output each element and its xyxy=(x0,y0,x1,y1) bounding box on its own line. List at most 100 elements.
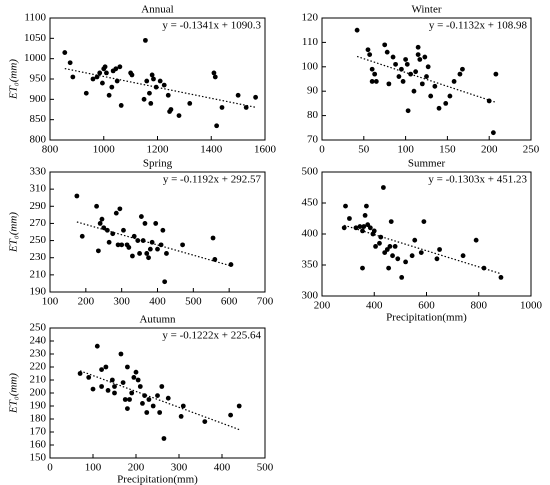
point xyxy=(104,70,109,76)
y-tick-label: 400 xyxy=(302,228,319,240)
x-tick-label: 600 xyxy=(418,300,435,312)
y-tick-label: 90 xyxy=(307,85,319,97)
point xyxy=(422,54,428,60)
point xyxy=(141,96,147,102)
point xyxy=(403,57,408,62)
equation: y = -0.1341x + 1090.3 xyxy=(162,20,261,32)
point xyxy=(148,101,154,106)
x-axis-label: Precipitation(mm) xyxy=(386,312,467,324)
x-tick-label: 150 xyxy=(439,144,456,156)
point xyxy=(373,79,379,84)
panel-title: Summer xyxy=(408,158,446,170)
point xyxy=(228,262,234,267)
point xyxy=(157,410,163,415)
trend-line xyxy=(356,55,497,103)
point xyxy=(371,228,377,234)
point xyxy=(62,50,68,55)
point xyxy=(126,245,132,250)
point xyxy=(367,225,373,231)
point xyxy=(157,78,163,84)
point xyxy=(144,251,150,256)
point xyxy=(211,70,217,76)
point xyxy=(210,235,216,241)
point xyxy=(140,401,145,406)
point xyxy=(97,221,103,226)
point xyxy=(120,380,126,385)
point xyxy=(133,369,139,375)
point xyxy=(137,251,142,256)
y-tick-label: 70 xyxy=(307,134,319,146)
point xyxy=(153,84,159,90)
x-tick-label: 400 xyxy=(149,296,166,308)
point xyxy=(118,103,124,108)
point xyxy=(117,64,123,70)
y-tick-label: 230 xyxy=(30,251,47,263)
point xyxy=(403,259,408,265)
point xyxy=(127,397,132,402)
trend-line xyxy=(344,224,502,275)
point xyxy=(155,246,160,252)
y-tick-label: 270 xyxy=(30,217,47,229)
y-tick-label: 190 xyxy=(30,286,47,298)
point xyxy=(83,90,89,96)
point xyxy=(386,81,392,87)
y-tick-label: 1000 xyxy=(24,52,47,64)
x-tick-label: 200 xyxy=(481,144,498,156)
y-tick-label: 160 xyxy=(30,439,47,451)
point xyxy=(149,72,155,78)
point xyxy=(146,255,151,261)
point xyxy=(112,390,117,396)
y-tick-label: 500 xyxy=(302,166,319,178)
point xyxy=(115,242,121,248)
equation: y = -0.1222x + 225.64 xyxy=(162,330,261,342)
plot-frame xyxy=(49,171,266,293)
point xyxy=(79,233,85,239)
y-tick-label: 850 xyxy=(30,113,47,125)
x-tick-label: 800 xyxy=(471,300,488,312)
point xyxy=(411,88,417,94)
point xyxy=(94,74,100,80)
x-tick-label: 1200 xyxy=(147,144,170,156)
y-tick-label: 950 xyxy=(30,73,47,85)
point xyxy=(129,72,135,78)
point xyxy=(137,384,143,389)
point xyxy=(146,397,152,402)
point xyxy=(176,113,182,118)
point xyxy=(390,253,395,259)
y-tick-label: 800 xyxy=(30,134,47,146)
point xyxy=(400,79,406,84)
x-tick-label: 1400 xyxy=(200,144,223,156)
point xyxy=(180,242,185,248)
x-tick-label: 250 xyxy=(523,144,540,156)
point xyxy=(393,61,398,67)
y-tick-label: 100 xyxy=(302,60,319,72)
point xyxy=(415,52,421,57)
point xyxy=(99,216,105,222)
x-tick-label: 500 xyxy=(185,296,202,308)
point xyxy=(113,66,119,72)
point xyxy=(347,216,352,221)
x-axis-label: Precipitation(mm) xyxy=(117,474,198,485)
point xyxy=(150,403,156,409)
point xyxy=(399,275,405,280)
x-tick-label: 200 xyxy=(78,296,95,308)
plot-frame xyxy=(321,17,532,141)
point xyxy=(94,203,99,209)
point xyxy=(369,66,375,72)
point xyxy=(373,244,378,249)
x-tick-label: 100 xyxy=(397,144,414,156)
point xyxy=(357,224,363,229)
point xyxy=(377,240,382,246)
x-tick-label: 1600 xyxy=(254,144,277,156)
y-tick-label: 900 xyxy=(30,93,47,105)
point xyxy=(451,79,457,84)
point xyxy=(457,71,463,77)
point xyxy=(106,239,112,245)
point xyxy=(392,244,398,249)
y-tick-label: 300 xyxy=(302,290,319,302)
y-tick-label: 180 xyxy=(30,413,47,425)
point xyxy=(490,130,496,136)
x-tick-label: 400 xyxy=(214,462,231,474)
point xyxy=(219,105,225,110)
point xyxy=(164,251,169,256)
